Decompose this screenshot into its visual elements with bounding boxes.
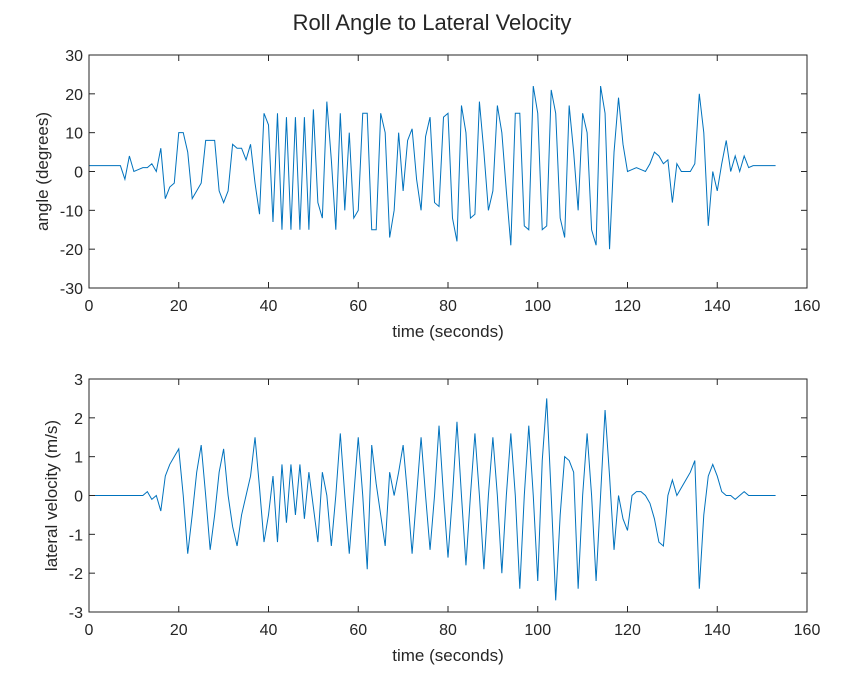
x-tick-label: 0 — [85, 622, 94, 639]
x-tick-label: 80 — [439, 298, 457, 315]
x-tick-label: 160 — [794, 622, 821, 639]
y-tick-label: 0 — [74, 165, 83, 182]
x-tick-label: 160 — [794, 298, 821, 315]
x-axis-label: time (seconds) — [392, 322, 503, 341]
x-tick-label: 40 — [260, 622, 278, 639]
y-tick-label: -10 — [60, 203, 83, 220]
x-axis-label: time (seconds) — [392, 646, 503, 665]
x-tick-label: 140 — [704, 622, 731, 639]
y-tick-label: 2 — [74, 411, 83, 428]
x-tick-label: 40 — [260, 298, 278, 315]
y-axis-label: lateral velocity (m/s) — [42, 420, 61, 571]
y-tick-label: 0 — [74, 489, 83, 506]
x-tick-label: 80 — [439, 622, 457, 639]
y-tick-label: 20 — [65, 87, 83, 104]
figure-title: Roll Angle to Lateral Velocity — [293, 10, 572, 35]
x-tick-label: 20 — [170, 622, 188, 639]
y-tick-label: 1 — [74, 450, 83, 467]
plot-area — [89, 55, 807, 288]
y-tick-label: -20 — [60, 242, 83, 259]
y-tick-label: 10 — [65, 126, 83, 143]
x-tick-label: 120 — [614, 298, 641, 315]
data-line — [89, 85, 776, 250]
x-tick-label: 140 — [704, 298, 731, 315]
x-tick-label: 60 — [349, 622, 367, 639]
data-line — [89, 398, 776, 601]
x-tick-label: 0 — [85, 298, 94, 315]
x-tick-label: 60 — [349, 298, 367, 315]
y-tick-label: 30 — [65, 48, 83, 65]
y-tick-label: 3 — [74, 372, 83, 389]
x-tick-label: 100 — [524, 298, 551, 315]
y-tick-label: -2 — [69, 566, 83, 583]
x-tick-label: 120 — [614, 622, 641, 639]
y-axis-label: angle (degrees) — [33, 112, 52, 231]
x-tick-label: 100 — [524, 622, 551, 639]
y-tick-label: -1 — [69, 527, 83, 544]
y-tick-label: -30 — [60, 281, 83, 298]
x-tick-label: 20 — [170, 298, 188, 315]
plot-area — [89, 379, 807, 612]
y-tick-label: -3 — [69, 605, 83, 622]
